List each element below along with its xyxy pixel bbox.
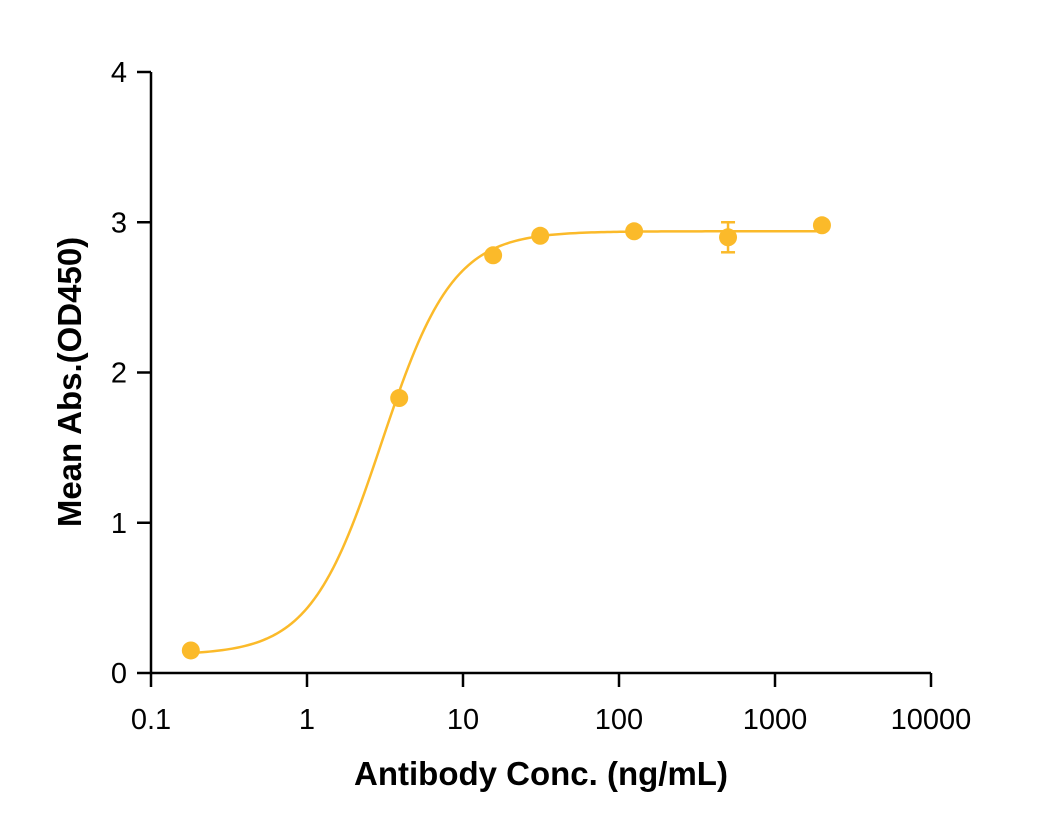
data-point bbox=[531, 226, 550, 245]
data-point bbox=[625, 222, 644, 241]
data-point bbox=[719, 228, 738, 247]
ticks: 0.1 1 10 100 1000 10000 0 1 2 3 4 bbox=[111, 57, 971, 736]
y-tick-label: 1 bbox=[111, 508, 127, 540]
x-tick-label: 10000 bbox=[891, 704, 972, 736]
x-tick-label: 100 bbox=[595, 704, 643, 736]
y-tick-label: 2 bbox=[111, 358, 127, 390]
data-point bbox=[484, 246, 503, 265]
y-axis-title: Mean Abs.(OD450) bbox=[51, 237, 88, 527]
y-tick-label: 4 bbox=[111, 57, 127, 89]
data-point bbox=[812, 216, 831, 235]
x-tick-label: 0.1 bbox=[131, 704, 171, 736]
data-points bbox=[181, 216, 831, 660]
axes bbox=[149, 72, 931, 675]
x-tick-label: 10 bbox=[447, 704, 479, 736]
data-point bbox=[181, 641, 200, 660]
y-tick-label: 0 bbox=[111, 658, 127, 690]
y-tick-label: 3 bbox=[111, 207, 127, 239]
x-axis-title: Antibody Conc. (ng/mL) bbox=[354, 755, 728, 792]
x-tick-label: 1 bbox=[299, 704, 315, 736]
fit-curve-group bbox=[190, 230, 822, 655]
fit-curve-line bbox=[190, 230, 822, 655]
data-point bbox=[390, 389, 409, 408]
x-tick-label: 1000 bbox=[743, 704, 808, 736]
